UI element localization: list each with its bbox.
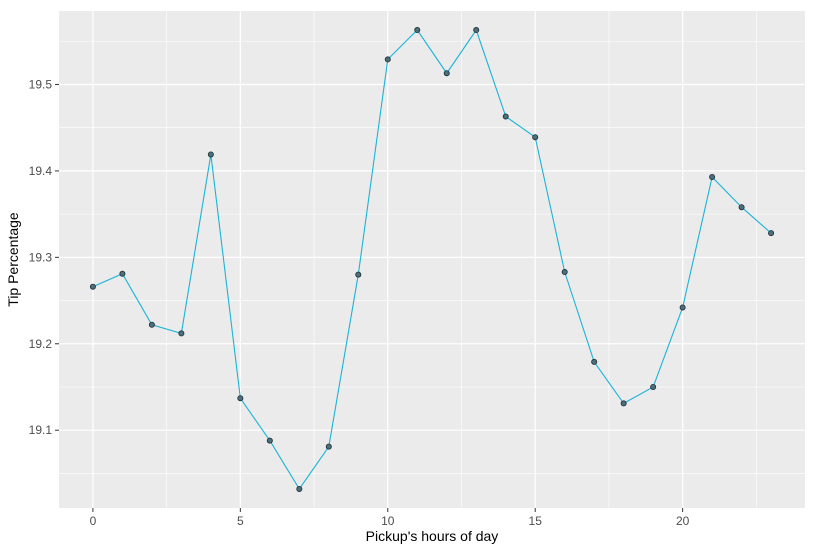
data-point — [738, 204, 745, 211]
data-point — [237, 395, 244, 402]
data-point — [709, 173, 716, 180]
data-point — [443, 70, 450, 77]
y-tick-label: 19.3 — [29, 250, 53, 264]
x-tick-label: 15 — [529, 514, 543, 528]
data-point — [650, 383, 657, 390]
data-point — [296, 485, 303, 492]
x-tick-label: 0 — [90, 514, 97, 528]
data-point — [620, 400, 627, 407]
x-tick-label: 10 — [381, 514, 395, 528]
minor-grid — [59, 11, 805, 508]
data-point — [679, 304, 686, 311]
y-axis-title: Tip Percentage — [5, 212, 21, 307]
data-point — [178, 330, 185, 337]
y-axis: 19.1 19.2 19.3 19.4 19.5 — [29, 77, 59, 437]
data-point — [768, 230, 775, 237]
x-tick-label: 5 — [237, 514, 244, 528]
series — [89, 27, 775, 492]
data-point — [325, 443, 332, 450]
data-point — [207, 151, 214, 158]
data-point — [89, 283, 96, 290]
y-tick-label: 19.1 — [29, 423, 53, 437]
data-point — [473, 27, 480, 34]
x-axis-title: Pickup's hours of day — [366, 528, 499, 544]
series-line — [92, 28, 772, 490]
data-point — [414, 27, 421, 34]
data-point — [355, 271, 362, 278]
data-point — [266, 437, 273, 444]
y-tick-label: 19.2 — [29, 337, 53, 351]
data-point — [384, 56, 391, 63]
panel-background — [59, 11, 805, 508]
data-point — [532, 134, 539, 141]
x-tick-label: 20 — [676, 514, 690, 528]
major-grid — [59, 11, 805, 508]
y-tick-label: 19.4 — [29, 164, 53, 178]
data-point — [502, 113, 509, 120]
data-point — [591, 358, 598, 365]
data-point — [148, 321, 155, 328]
data-point — [119, 270, 126, 277]
x-axis: 0 5 10 15 20 — [90, 508, 690, 528]
y-tick-label: 19.5 — [29, 77, 53, 91]
data-point — [561, 269, 568, 276]
